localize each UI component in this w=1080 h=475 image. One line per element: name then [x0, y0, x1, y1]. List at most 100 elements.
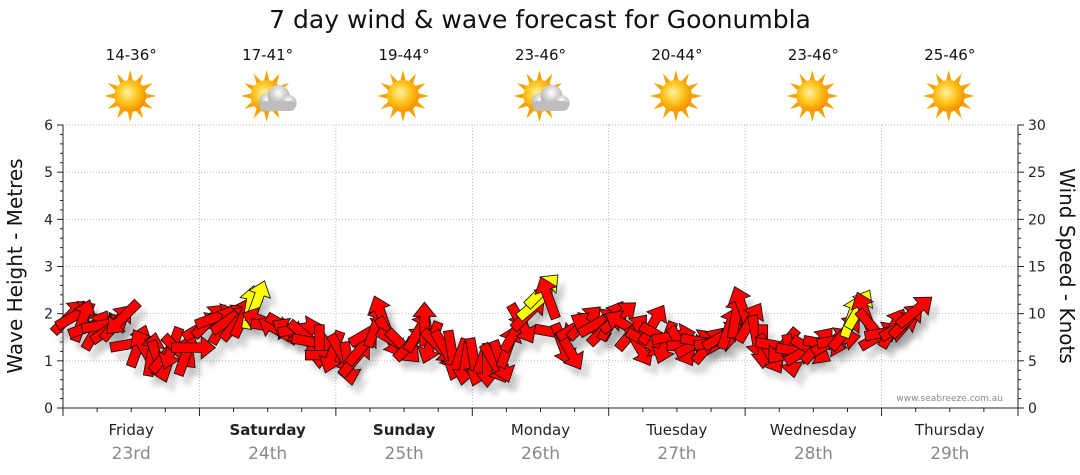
sun-ray: [954, 73, 962, 84]
day-date-label: 27th: [657, 444, 696, 464]
y-tick-label-right: 10: [1028, 307, 1046, 323]
sun-ray: [264, 111, 270, 122]
sun-ray: [516, 101, 528, 109]
sun-ray: [799, 108, 807, 119]
sun-ray: [961, 83, 972, 91]
sun-disc: [796, 80, 829, 112]
sun-ray: [117, 108, 125, 119]
sun-ray: [545, 73, 553, 84]
sun-ray: [824, 83, 835, 91]
sun-ray: [513, 93, 524, 99]
wind-arrow-shadow: [113, 307, 150, 344]
y-tick-label-right: 15: [1028, 260, 1046, 276]
y-tick-label-right: 20: [1028, 212, 1046, 228]
sun-ray: [135, 108, 144, 119]
sun-ray: [649, 93, 661, 99]
sun-ray: [536, 111, 543, 122]
sun-icon: [104, 70, 157, 122]
day-weather: 20-44°: [649, 46, 702, 122]
sun-ray: [662, 73, 671, 84]
wind-arrow: [171, 335, 217, 360]
sun-ray: [824, 101, 835, 109]
sun-ray: [253, 73, 261, 84]
sun-ray: [526, 108, 534, 119]
temperature-range-label: 25-46°: [924, 46, 975, 64]
cloud-base: [532, 101, 569, 111]
sun-ray: [946, 111, 952, 122]
sun-ray: [107, 101, 118, 109]
sun-icon: [786, 70, 839, 122]
sun-ray: [253, 108, 261, 119]
sun-ray: [408, 108, 417, 119]
sun-ray: [926, 83, 937, 91]
sun-disc: [387, 80, 420, 112]
sun-ray: [380, 83, 391, 91]
sun-ray: [526, 73, 534, 84]
sun-disc: [659, 80, 692, 112]
sun-ray: [377, 93, 388, 99]
y-tick-label-right: 5: [1028, 354, 1037, 370]
wind-arrow: [534, 276, 561, 321]
sun-ray: [107, 83, 118, 91]
sun-ray: [653, 83, 664, 91]
y-tick-label-right: 25: [1028, 165, 1046, 181]
sun-ray: [818, 73, 826, 84]
sun-ray: [400, 111, 406, 122]
sun-ray: [127, 70, 133, 81]
sun-ray: [415, 83, 426, 91]
wind-arrow: [637, 304, 668, 347]
day-name-label: Tuesday: [645, 421, 707, 439]
sun-disc: [932, 80, 965, 112]
day-date-label: 25th: [385, 444, 424, 464]
sun-icon: [377, 70, 430, 122]
day-date-label: 23rd: [112, 444, 151, 464]
temperature-range-label: 14-36°: [106, 46, 157, 64]
sun-ray: [828, 93, 839, 99]
sun-ray: [688, 101, 699, 109]
sun-ray: [240, 93, 251, 99]
sun-ray: [408, 73, 417, 84]
sun-ray: [146, 93, 157, 99]
y-tick-label-left: 4: [44, 212, 53, 228]
sun-ray: [135, 73, 144, 84]
wind-arrow: [894, 296, 933, 330]
sun-ray: [244, 101, 255, 109]
partly-cloudy-icon: [240, 70, 297, 122]
sun-ray: [799, 73, 807, 84]
cloud-base: [259, 101, 296, 111]
sun-ray: [418, 93, 430, 99]
axes: 0 1 2 3 4 5 6 0 5 10 15 20 25 30: [44, 118, 1046, 417]
wind-arrow: [106, 298, 142, 335]
y-axis-title-left: Wave Height - Metres: [3, 158, 27, 373]
sun-ray: [681, 73, 689, 84]
sun-ray: [104, 93, 115, 99]
wind-arrows: [49, 274, 933, 389]
day-weather: 14-36°: [104, 46, 157, 122]
sun-ray: [117, 73, 125, 84]
sun-ray: [964, 93, 975, 99]
day-name-label: Saturday: [229, 421, 306, 439]
day-date-label: 29th: [930, 444, 969, 464]
sun-ray: [536, 70, 543, 81]
sun-ray: [789, 83, 800, 91]
temperature-range-label: 20-44°: [651, 46, 702, 64]
y-tick-label-right: 0: [1028, 401, 1037, 417]
sun-ray: [786, 93, 797, 99]
day-weather: 25-46°: [922, 46, 975, 122]
sun-ray: [415, 101, 426, 109]
sun-ray: [681, 108, 689, 119]
sun-ray: [809, 70, 815, 81]
temperature-range-label: 19-44°: [379, 46, 430, 64]
y-axis-title-right: Wind Speed - Knots: [1055, 168, 1079, 364]
sun-ray: [961, 101, 972, 109]
sun-ray: [127, 111, 133, 122]
sun-ray: [954, 108, 962, 119]
credit-text: www.seabreeze.com.au: [896, 394, 1003, 404]
day-name-label: Sunday: [373, 421, 436, 439]
day-weather: 23-46°: [513, 46, 570, 122]
sun-ray: [142, 83, 153, 91]
chart-title: 7 day wind & wave forecast for Goonumbla: [269, 5, 811, 34]
sun-ray: [673, 111, 679, 122]
day-labels: Friday 23rd Saturday 24th Sunday 25th Monday 26…: [108, 421, 984, 464]
